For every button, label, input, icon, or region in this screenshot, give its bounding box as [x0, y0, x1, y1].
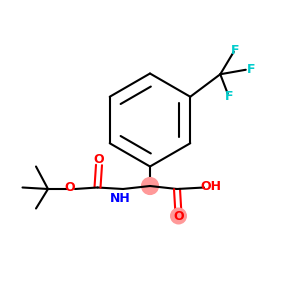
Text: OH: OH — [200, 179, 221, 193]
Text: O: O — [173, 209, 184, 223]
Text: F: F — [225, 90, 233, 103]
Text: NH: NH — [110, 191, 131, 205]
Text: F: F — [231, 44, 239, 57]
Text: O: O — [64, 181, 75, 194]
Text: F: F — [247, 63, 255, 76]
Text: O: O — [94, 153, 104, 166]
Circle shape — [142, 178, 158, 194]
Circle shape — [171, 208, 186, 224]
